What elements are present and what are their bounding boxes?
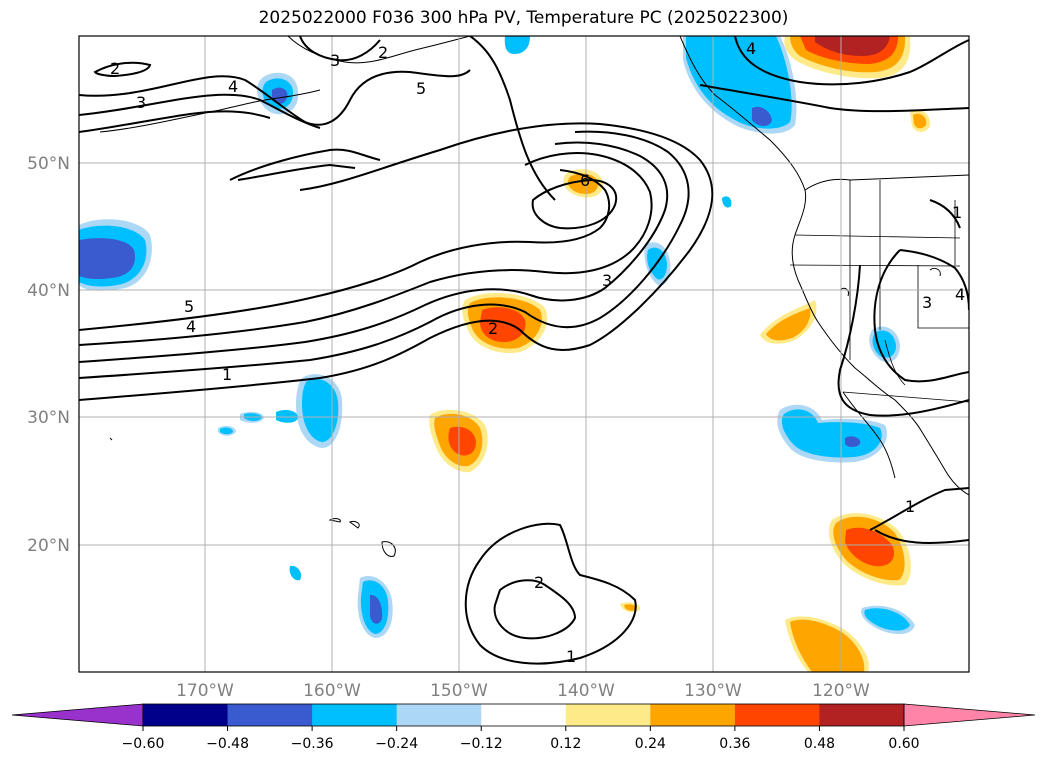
lon-label: 150°W (430, 681, 488, 701)
contour-label: 6 (580, 171, 590, 190)
lon-label: 160°W (303, 681, 361, 701)
longitude-labels: 170°W 160°W 150°W 140°W 130°W 120°W (176, 681, 870, 701)
latitude-labels: 50°N 40°N 30°N 20°N (27, 154, 70, 556)
contour-label: 1 (566, 647, 576, 666)
colorbar-cell (650, 704, 736, 726)
lat-label: 40°N (27, 281, 70, 301)
colorbar-tick-label: 0.24 (635, 736, 666, 752)
colorbar-tick-label: 0.12 (550, 736, 581, 752)
pv-contour-labels: 2 3 4 5 2 3 4 5 4 1 6 3 2 2 1 1 3 1 4 (110, 39, 965, 666)
colorbar-cell (227, 704, 313, 726)
map-area: 2 3 4 5 2 3 4 5 4 1 6 3 2 2 1 1 3 1 4 (79, 36, 969, 672)
contour-label: 4 (186, 317, 196, 336)
colorbar-cell (819, 704, 905, 726)
contour-label: 2 (378, 43, 388, 62)
contour-label: 3 (602, 271, 612, 290)
contour-label: 1 (905, 497, 915, 516)
gridlines (79, 36, 969, 672)
lon-label: 140°W (557, 681, 615, 701)
contour-label: 2 (488, 319, 498, 338)
pv-contours (79, 36, 969, 665)
contour-label: 3 (136, 93, 146, 112)
contour-label: 3 (922, 293, 932, 312)
colorbar-tick-label: 0.48 (804, 736, 835, 752)
contour-label: 4 (228, 77, 238, 96)
colorbar-cell (396, 704, 482, 726)
contour-label: 5 (184, 297, 194, 316)
coastlines (99, 36, 969, 557)
lat-label: 30°N (27, 408, 70, 428)
lat-label: 20°N (27, 536, 70, 556)
colorbar-tick-label: −0.24 (375, 736, 418, 752)
colorbar-cell (481, 704, 567, 726)
lon-label: 170°W (176, 681, 234, 701)
lon-label: 130°W (684, 681, 742, 701)
colorbar-tick-label: 0.36 (719, 736, 750, 752)
colorbar-extend-high (903, 703, 1036, 727)
colorbar-tick-label: −0.60 (122, 736, 165, 752)
contour-label: 2 (534, 573, 544, 592)
colorbar-tick-label: −0.48 (206, 736, 249, 752)
contour-label: 3 (330, 51, 340, 70)
contour-label: 2 (110, 59, 120, 78)
contour-label: 4 (746, 39, 756, 58)
colorbar-cell (143, 704, 229, 726)
map-title: 2025022000 F036 300 hPa PV, Temperature … (258, 8, 789, 28)
contour-label: 1 (222, 365, 232, 384)
map-frame (78, 35, 970, 673)
contour-label: 5 (416, 79, 426, 98)
contour-label: 1 (952, 203, 962, 222)
lat-label: 50°N (27, 154, 70, 174)
colorbar-cell (565, 704, 651, 726)
colorbar-tick-label: −0.12 (460, 736, 503, 752)
colorbar-tick-label: 0.60 (888, 736, 919, 752)
contour-label: 4 (955, 285, 965, 304)
colorbar-tick-label: −0.36 (291, 736, 334, 752)
lon-label: 120°W (812, 681, 870, 701)
colorbar: −0.60 −0.48 −0.36 −0.24 −0.12 0.12 0.24 0.36 0.4… (11, 703, 1036, 752)
colorbar-extend-low (11, 703, 144, 727)
colorbar-cell (312, 704, 398, 726)
colorbar-cell (734, 704, 820, 726)
